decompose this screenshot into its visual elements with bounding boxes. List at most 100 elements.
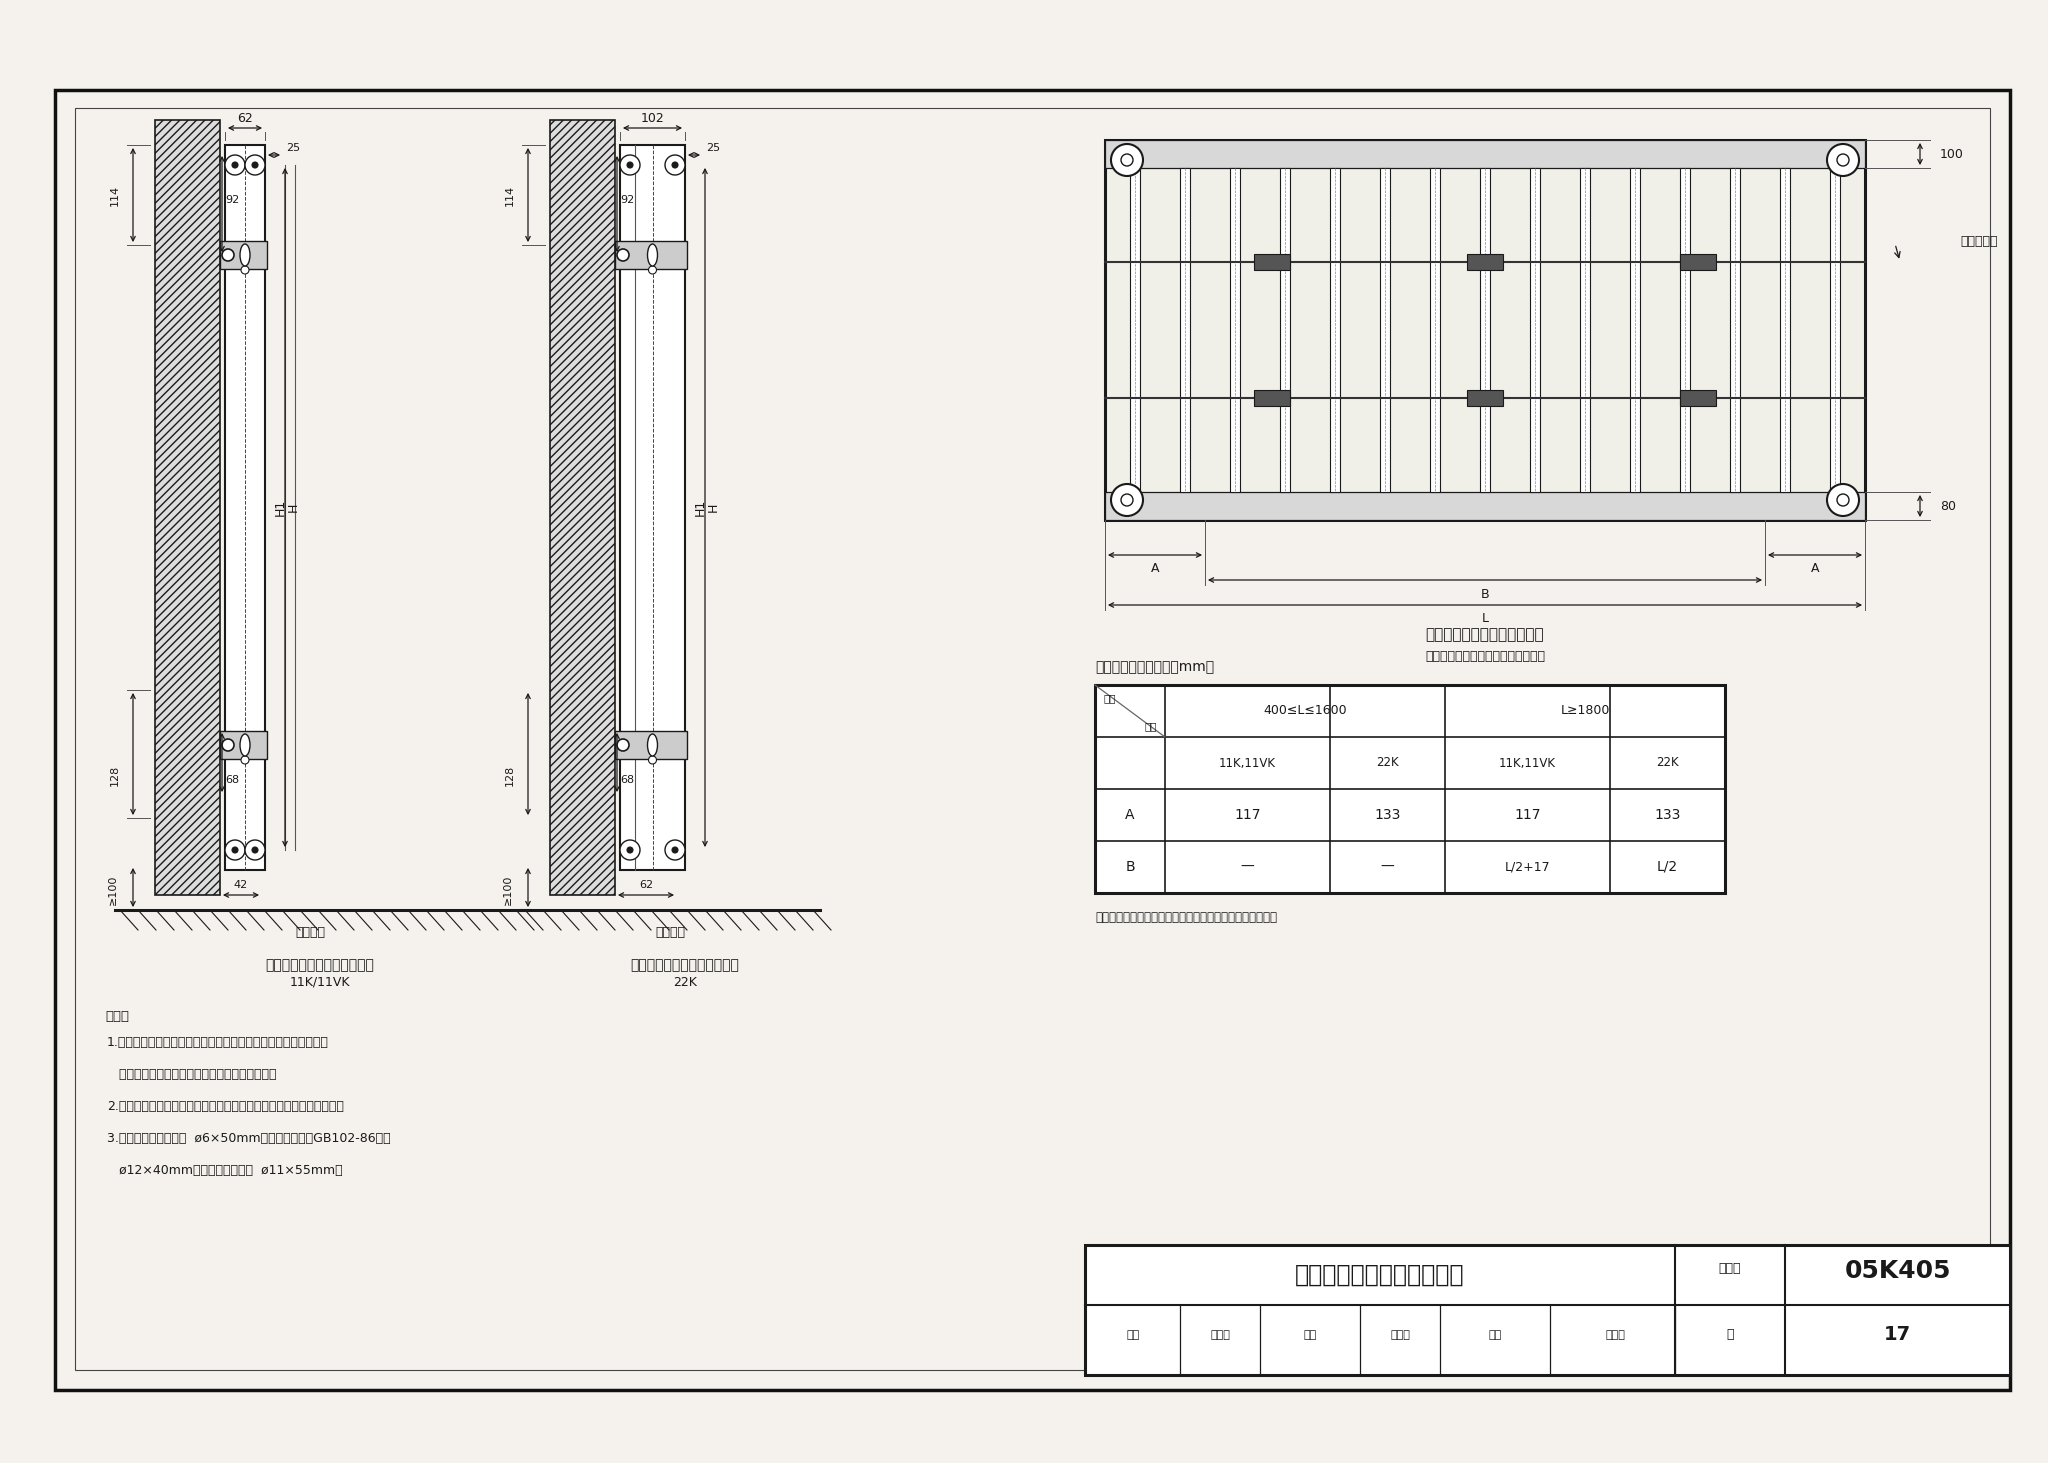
Circle shape [672,162,678,168]
Bar [621,145,684,870]
Text: 62: 62 [639,881,653,890]
Text: B: B [1124,860,1135,873]
Circle shape [231,847,238,853]
Bar [1630,168,1640,492]
Text: 400≤L≤1600: 400≤L≤1600 [1264,705,1348,717]
Text: 建筑地面: 建筑地面 [295,926,326,938]
Bar [1679,391,1716,407]
Bar [1679,168,1690,492]
Circle shape [225,840,246,860]
Text: 114: 114 [111,184,121,206]
Text: L/2: L/2 [1657,860,1677,873]
Text: 114: 114 [506,184,514,206]
Text: 133: 133 [1374,808,1401,822]
Text: 100: 100 [1939,148,1964,161]
Circle shape [1837,494,1849,506]
Circle shape [225,155,246,176]
Text: 62: 62 [238,111,252,124]
Text: ≥100: ≥100 [504,875,512,906]
Bar [614,732,686,759]
Text: H1: H1 [694,499,707,516]
Text: 42: 42 [233,881,248,890]
Circle shape [649,266,657,274]
Text: L≥1800: L≥1800 [1561,705,1610,717]
Bar [614,241,686,269]
Bar [156,120,219,895]
Text: L/2+17: L/2+17 [1505,860,1550,873]
Text: L: L [1481,613,1489,626]
Bar [1253,391,1290,407]
Ellipse shape [240,734,250,756]
Bar [1380,168,1391,492]
Circle shape [242,756,250,764]
Text: 25: 25 [707,143,721,154]
Bar [551,120,614,895]
Text: 22K: 22K [674,976,696,989]
Circle shape [1120,154,1133,165]
Text: —: — [1241,860,1253,873]
Text: 11K/11VK: 11K/11VK [289,976,350,989]
Ellipse shape [240,244,250,266]
Bar [1085,1245,2009,1375]
Circle shape [672,847,678,853]
Bar [1430,168,1440,492]
Text: 1.本页适用于钢制板型散热器采用普通支架挂墙安装，根据瑞特格: 1.本页适用于钢制板型散热器采用普通支架挂墙安装，根据瑞特格 [106,1036,330,1049]
Text: 05K405: 05K405 [1845,1260,1952,1283]
Text: ≥100: ≥100 [109,875,119,906]
Text: 102: 102 [641,111,664,124]
Text: 图集号: 图集号 [1718,1263,1741,1276]
Text: 68: 68 [621,775,635,786]
Text: 劳逸民: 劳逸民 [1391,1330,1409,1340]
Circle shape [242,266,250,274]
Bar [1106,140,1866,519]
Text: H1: H1 [274,499,287,516]
Bar [1466,253,1503,269]
Text: 128: 128 [506,764,514,786]
Circle shape [1110,143,1143,176]
Bar [1106,492,1866,519]
Circle shape [221,249,233,260]
Text: 3.支架固定用胀锚螺栓  ø6×50mm六角头木螺钉（GB102-86），: 3.支架固定用胀锚螺栓 ø6×50mm六角头木螺钉（GB102-86）， [106,1132,391,1146]
Circle shape [666,155,684,176]
Circle shape [1837,154,1849,165]
Bar [76,108,1991,1369]
Circle shape [666,840,684,860]
Ellipse shape [647,734,657,756]
Text: 117: 117 [1235,808,1262,822]
Circle shape [1827,143,1860,176]
Bar [225,145,264,870]
Text: ø12×40mm塑料胀管，安装孔  ø11×55mm。: ø12×40mm塑料胀管，安装孔 ø11×55mm。 [106,1165,342,1178]
Text: 板型散热器普通支架挂墙安装: 板型散热器普通支架挂墙安装 [266,958,375,971]
Text: 长度: 长度 [1104,693,1116,704]
Text: 128: 128 [111,764,121,786]
Circle shape [252,162,258,168]
Text: 孙淑萍: 孙淑萍 [1210,1330,1231,1340]
Circle shape [221,739,233,751]
Text: 17: 17 [1884,1325,1911,1344]
Text: 板型散热器普通支架挂墙安装: 板型散热器普通支架挂墙安装 [631,958,739,971]
Text: 133: 133 [1655,808,1681,822]
Text: A: A [1810,562,1819,575]
Circle shape [252,847,258,853]
Text: 说明：: 说明： [104,1009,129,1023]
Text: 胡建画: 胡建画 [1606,1330,1624,1340]
Text: 11K,11VK: 11K,11VK [1219,756,1276,770]
Circle shape [649,756,657,764]
Circle shape [1827,484,1860,516]
Text: 11K,11VK: 11K,11VK [1499,756,1556,770]
Bar [1481,168,1491,492]
Bar [1231,168,1239,492]
Text: 92: 92 [225,195,240,205]
Bar [1253,253,1290,269]
Text: 117: 117 [1513,808,1540,822]
Text: 固定支撑片: 固定支撑片 [1960,236,1997,249]
Text: （适用于普通支架、德式支架挂装）: （适用于普通支架、德式支架挂装） [1425,651,1544,664]
Text: 25: 25 [287,143,301,154]
Text: 80: 80 [1939,499,1956,512]
Circle shape [231,162,238,168]
Text: 22K: 22K [1657,756,1679,770]
Text: 22K: 22K [1376,756,1399,770]
Text: A: A [1151,562,1159,575]
Text: 审核: 审核 [1126,1330,1139,1340]
Bar [1180,168,1190,492]
